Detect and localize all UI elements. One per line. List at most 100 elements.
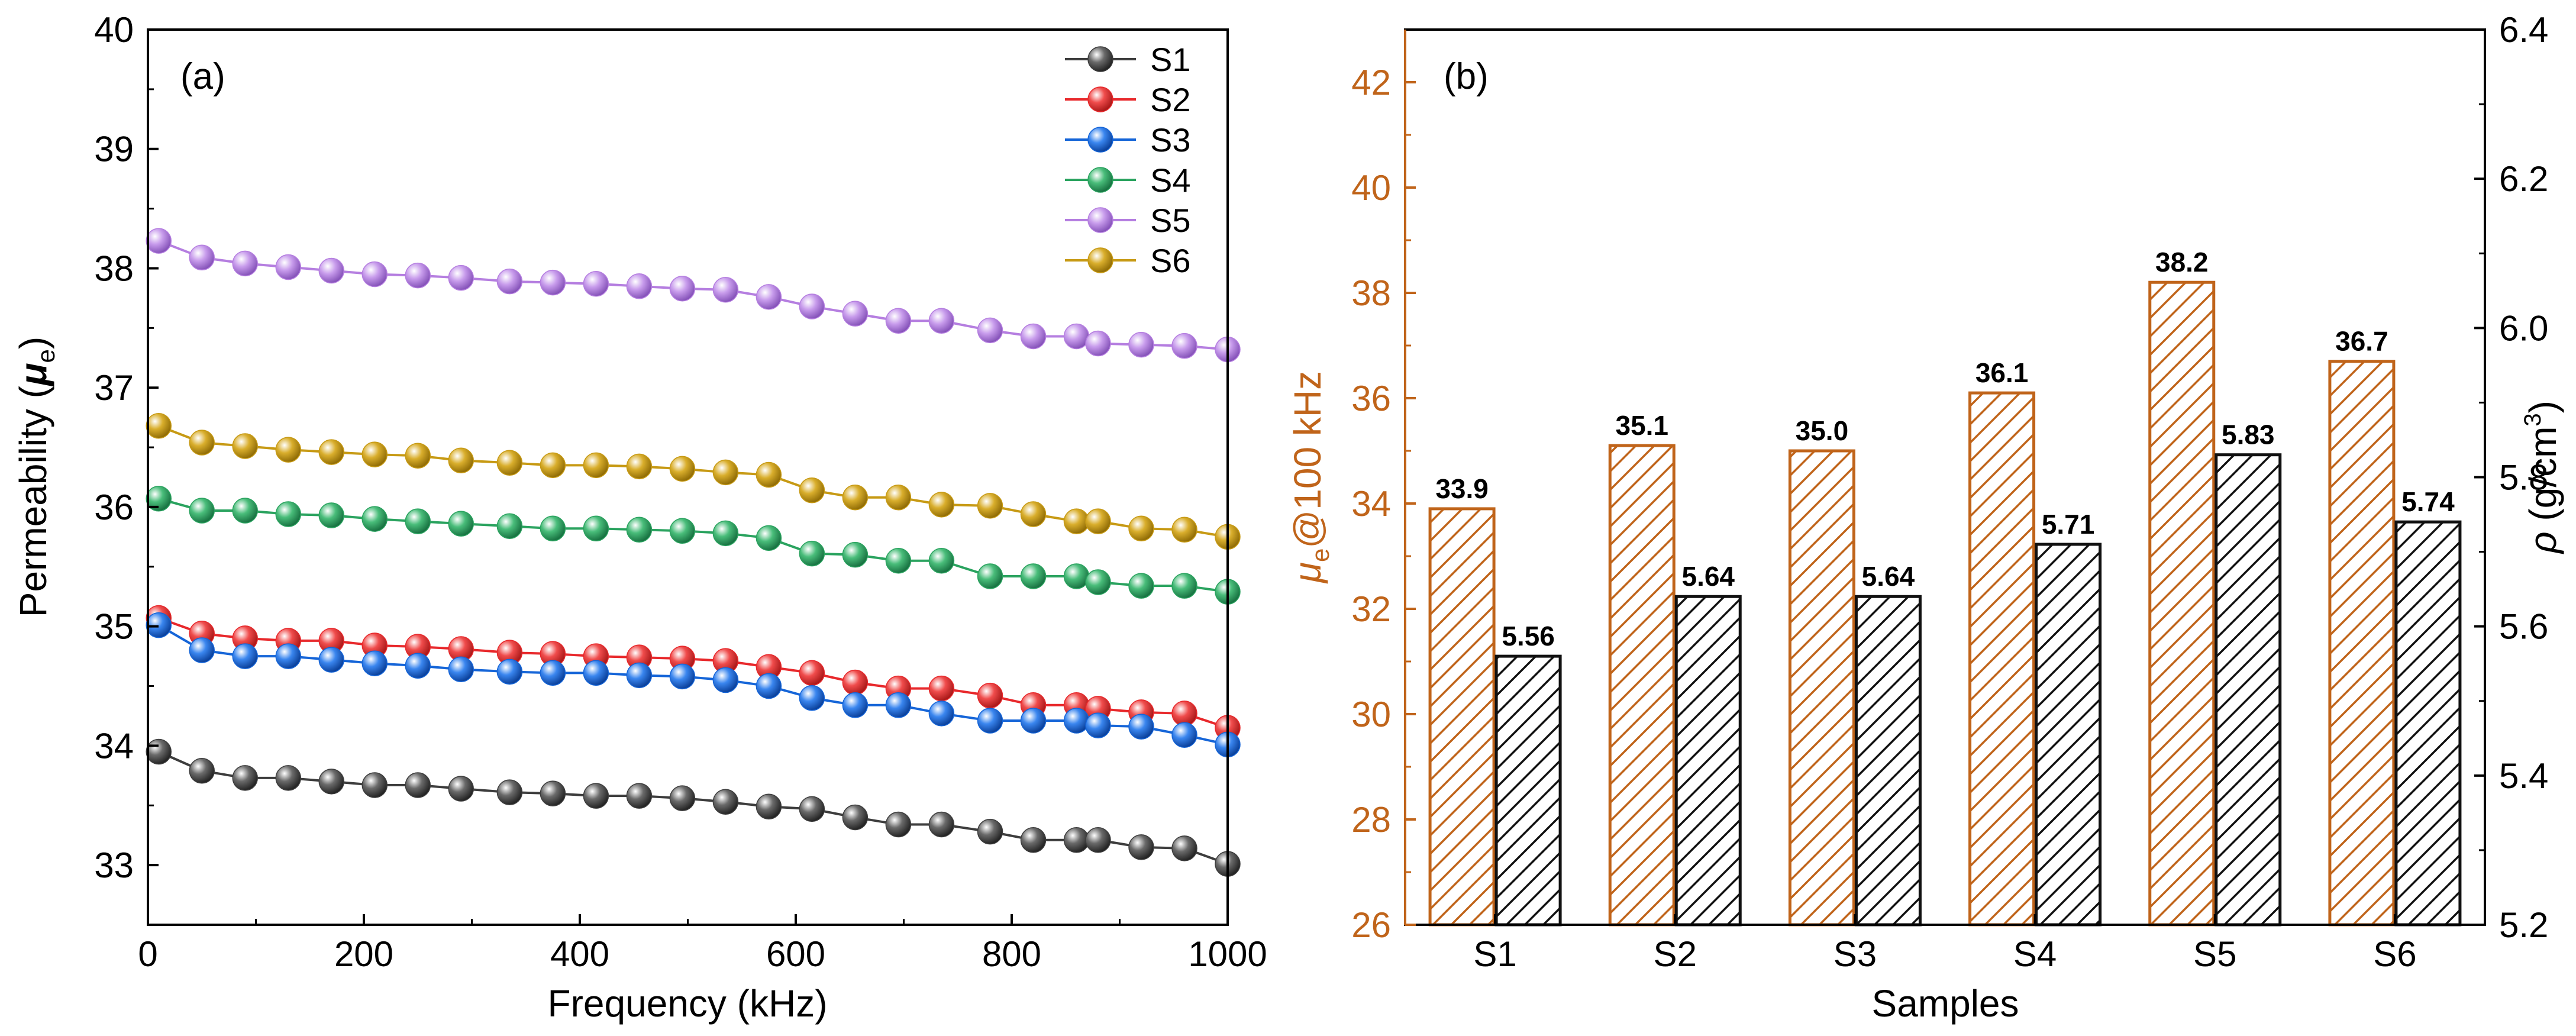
value-label-density-S2: 5.64 (1681, 561, 1735, 592)
data-point-S4 (1085, 569, 1111, 595)
data-point-S6 (540, 452, 566, 479)
data-point-S1 (977, 818, 1003, 845)
value-label-permeability-S4: 36.1 (1975, 357, 2029, 388)
bar-permeability-S3 (1788, 449, 1855, 927)
data-point-S6 (405, 443, 431, 469)
bar-density-S6 (2394, 520, 2462, 927)
data-point-S3 (448, 656, 474, 683)
data-point-S5 (712, 277, 739, 303)
data-point-S4 (799, 540, 825, 567)
y-axis-title-left-b: μe@100 kHz (1286, 371, 1334, 584)
bar-permeability-S5 (2148, 280, 2216, 927)
data-point-S3 (146, 612, 172, 638)
data-point-S3 (669, 663, 696, 690)
panel-label-b: (b) (1444, 56, 1489, 97)
category-label-S3: S3 (1833, 934, 1877, 974)
bar-permeability-S6 (2328, 360, 2396, 927)
value-label-density-S1: 5.56 (1502, 621, 1555, 651)
x-tick-label-a: 600 (766, 934, 825, 974)
data-point-S4 (583, 515, 609, 541)
category-label-S2: S2 (1654, 934, 1697, 974)
data-point-S2 (842, 669, 869, 696)
bar-permeability-S2 (1608, 444, 1676, 927)
data-point-S1 (232, 765, 258, 791)
data-point-S1 (540, 780, 566, 806)
data-point-S6 (448, 447, 474, 474)
data-point-S4 (1063, 563, 1090, 589)
legend-marker (1087, 46, 1113, 72)
bar-group-S3: 35.0 5.64 (1788, 415, 1922, 927)
y-tick-label-right-b: 5.4 (2499, 756, 2548, 796)
y-tick-label-left-b: 34 (1351, 484, 1391, 524)
series-S6 (146, 413, 1241, 550)
data-point-S6 (583, 452, 609, 479)
bar-density-S4 (2035, 543, 2102, 927)
y-tick-label-left-b: 36 (1351, 379, 1391, 418)
y-tick-label-right-b: 5.2 (2499, 905, 2548, 945)
data-point-S5 (540, 269, 566, 296)
data-point-S1 (842, 804, 869, 831)
data-point-S3 (540, 660, 566, 686)
legend-label: S3 (1150, 121, 1191, 159)
data-point-S4 (275, 501, 301, 527)
data-point-S3 (318, 647, 344, 673)
data-point-S4 (626, 517, 653, 543)
y-tick-label-a: 36 (94, 488, 134, 527)
data-point-S3 (361, 650, 388, 676)
data-point-S6 (626, 453, 653, 480)
data-point-S5 (146, 228, 172, 254)
y-tick-label-right-b: 5.6 (2499, 607, 2548, 647)
data-point-S5 (361, 261, 388, 288)
data-point-S6 (275, 437, 301, 463)
value-label-density-S5: 5.83 (2222, 419, 2275, 450)
category-label-S6: S6 (2373, 934, 2416, 974)
bar-group-S1: 33.9 5.56 (1428, 473, 1562, 927)
y-tick-label-a: 39 (94, 130, 134, 169)
data-point-S6 (232, 433, 258, 459)
data-point-S4 (318, 502, 344, 528)
data-point-S1 (1171, 835, 1197, 861)
legend-label: S2 (1150, 81, 1191, 118)
data-point-S4 (1020, 563, 1047, 589)
y-axis-title-a: Permeability (μe) (12, 337, 60, 617)
data-point-S1 (928, 811, 955, 838)
value-label-permeability-S1: 33.9 (1435, 473, 1489, 504)
data-point-S6 (361, 441, 388, 467)
data-point-S1 (318, 769, 344, 795)
legend-label: S4 (1150, 162, 1191, 199)
bar-group-S4: 36.1 5.71 (1968, 357, 2102, 927)
data-point-S5 (189, 244, 215, 271)
y-tick-label-right-b: 6.4 (2499, 10, 2548, 50)
data-point-S2 (977, 682, 1003, 709)
value-label-permeability-S2: 35.1 (1615, 410, 1668, 441)
data-point-S3 (756, 673, 782, 699)
y-tick-label-left-b: 32 (1351, 589, 1391, 629)
data-point-S2 (799, 660, 825, 686)
data-point-S5 (448, 264, 474, 291)
data-point-S3 (1020, 708, 1047, 734)
x-axis-title-b: Samples (1872, 982, 2019, 1025)
series-S1 (146, 738, 1241, 877)
data-point-S5 (1128, 331, 1154, 358)
category-label-S4: S4 (2013, 934, 2057, 974)
data-point-S3 (799, 685, 825, 711)
data-point-S5 (1020, 323, 1047, 350)
legend-item-S3: S3 (1065, 121, 1191, 159)
x-tick-label-a: 200 (334, 934, 393, 974)
bar-density-S2 (1674, 595, 1742, 927)
data-point-S5 (799, 293, 825, 319)
series-S4 (146, 486, 1241, 605)
data-point-S5 (583, 270, 609, 297)
data-point-S4 (1128, 573, 1154, 599)
data-point-S1 (756, 793, 782, 820)
bar-group-S5: 38.2 5.83 (2148, 247, 2282, 927)
data-point-S6 (712, 459, 739, 486)
data-point-S4 (756, 525, 782, 551)
data-point-S4 (405, 508, 431, 534)
data-point-S5 (669, 276, 696, 302)
data-point-S1 (712, 789, 739, 815)
category-label-S1: S1 (1473, 934, 1516, 974)
data-point-S3 (1063, 708, 1090, 734)
y-tick-label-a: 37 (94, 368, 134, 408)
data-point-S6 (1063, 508, 1090, 534)
